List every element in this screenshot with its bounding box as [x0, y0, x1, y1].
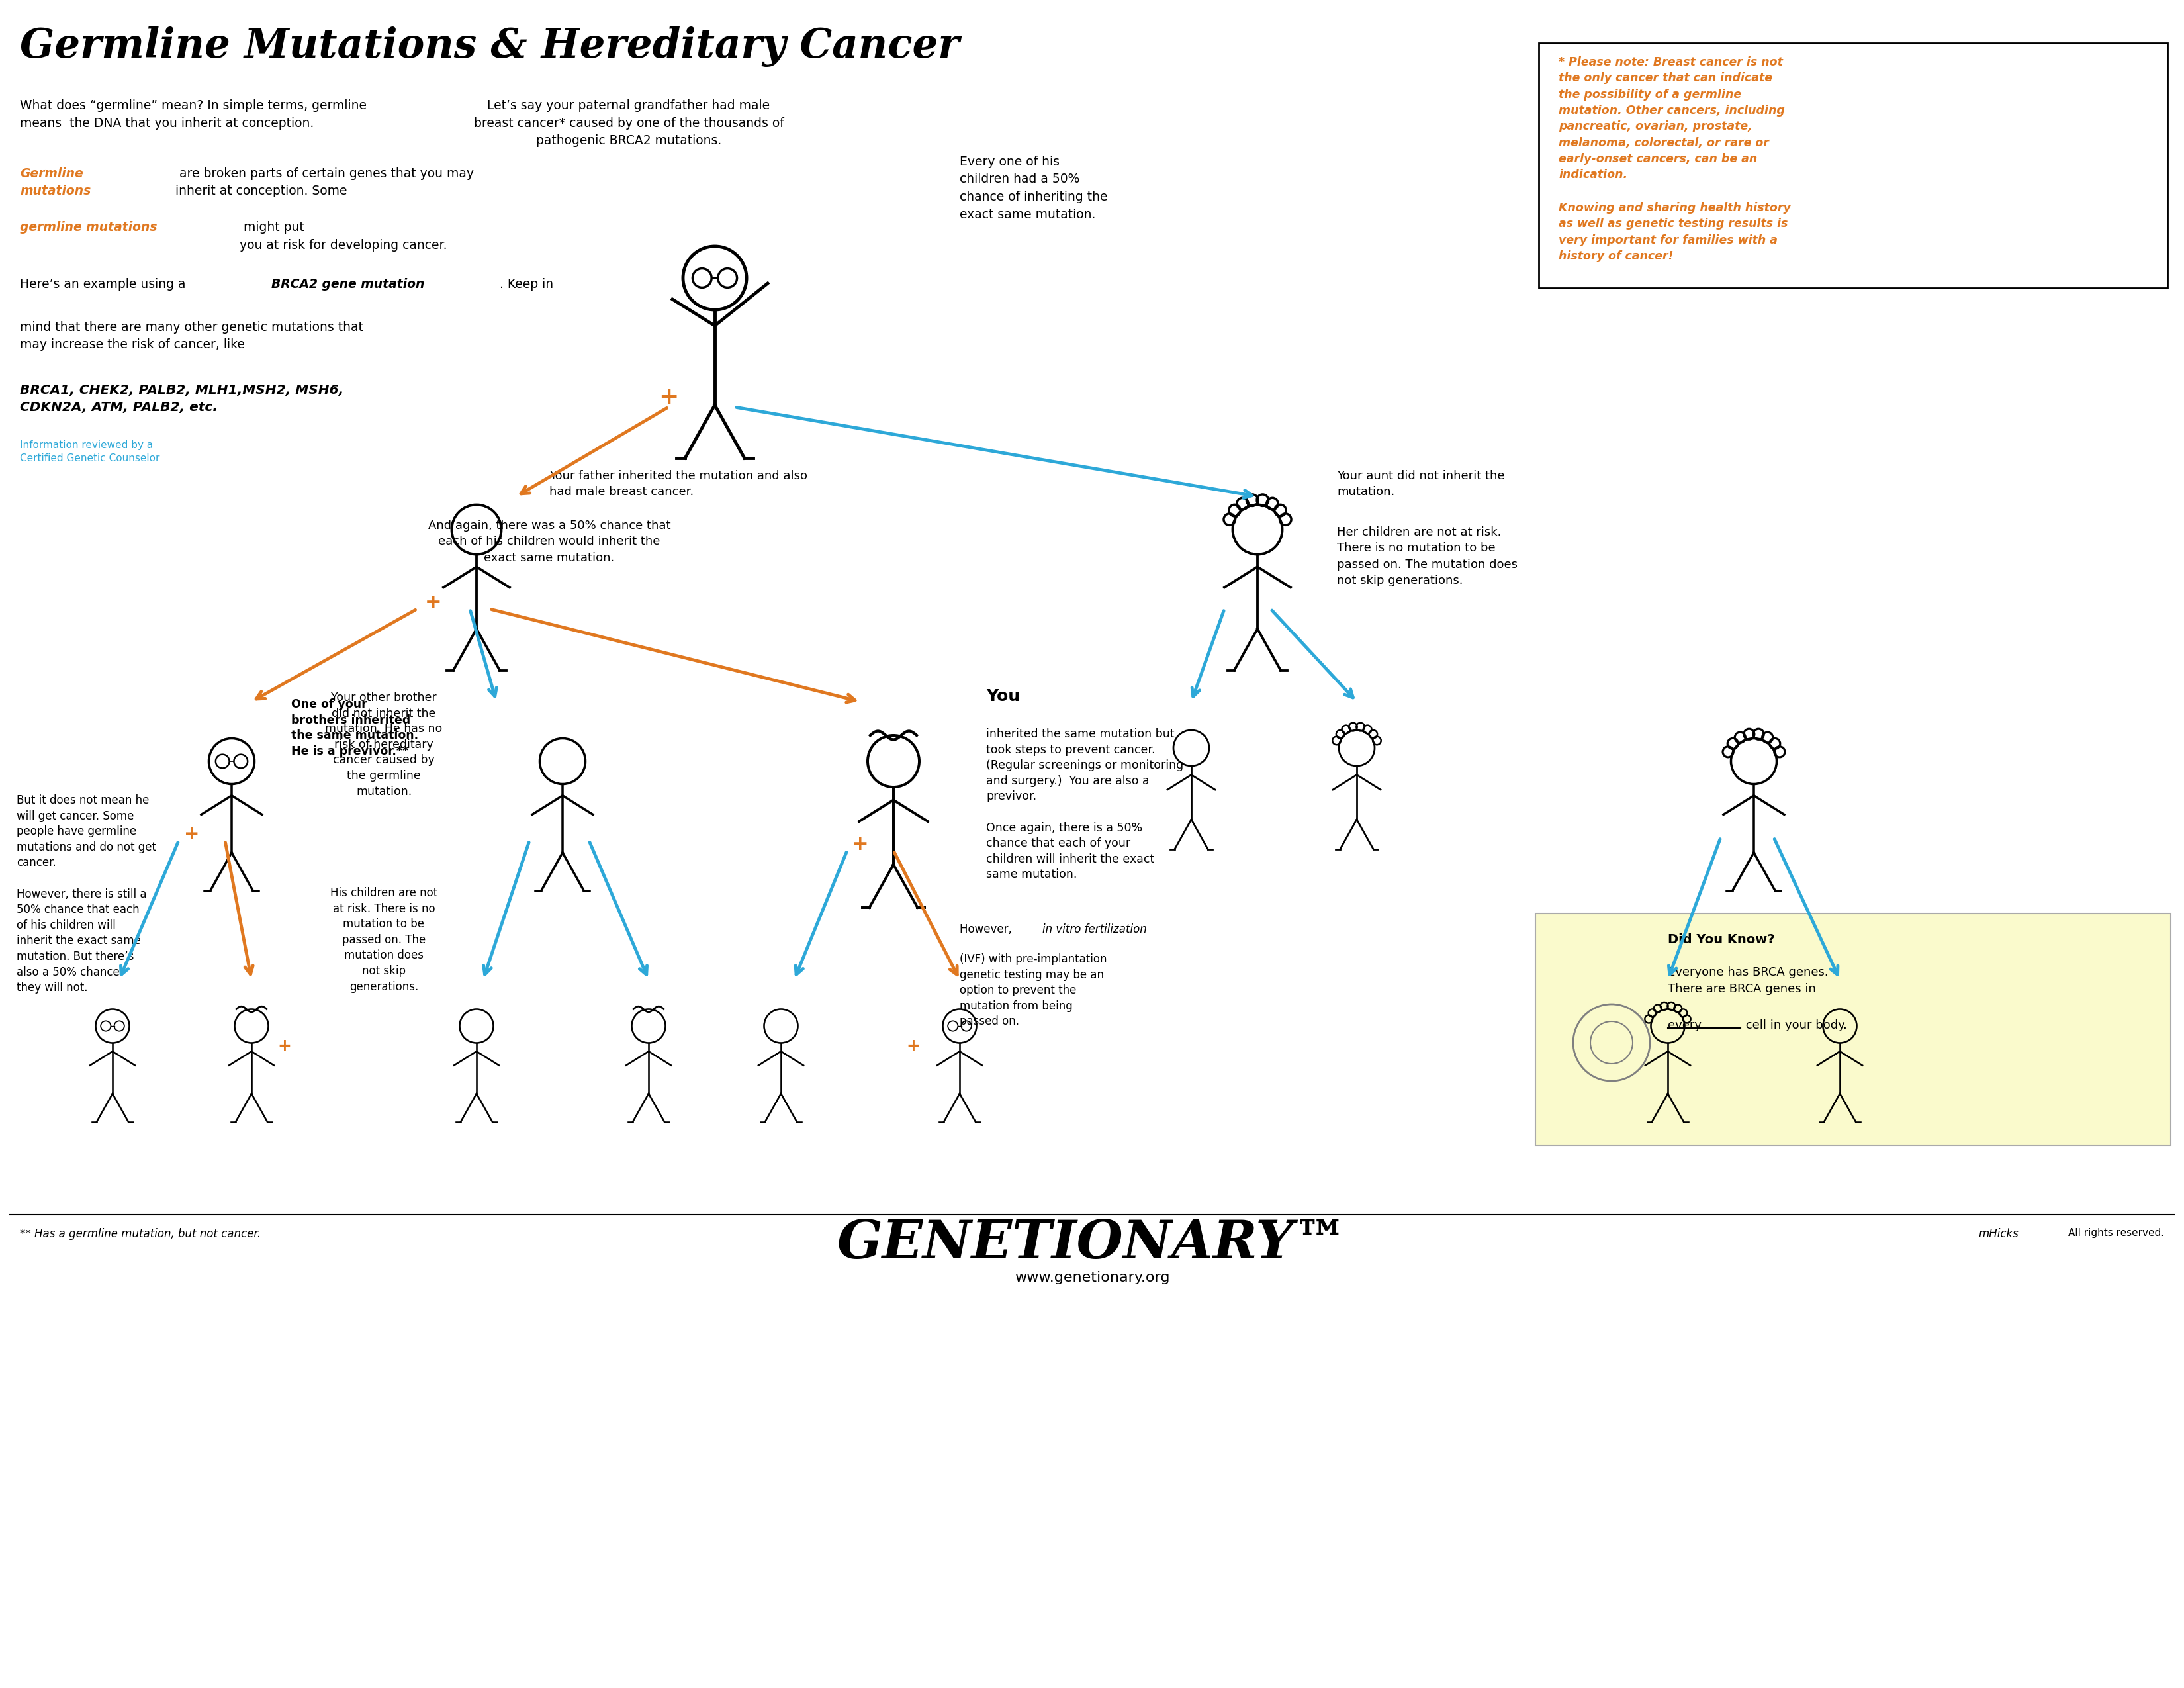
Text: mHicks: mHicks	[1979, 1227, 2018, 1241]
Text: Your other brother
did not inherit the
mutation. He has no
risk of hereditary
ca: Your other brother did not inherit the m…	[325, 692, 443, 797]
Text: cell in your body.: cell in your body.	[1743, 1020, 1848, 1031]
Text: Your aunt did not inherit the
mutation.: Your aunt did not inherit the mutation.	[1337, 469, 1505, 498]
Text: Knowing and sharing health history
as well as genetic testing results is
very im: Knowing and sharing health history as we…	[1559, 203, 1791, 262]
Text: every: every	[1669, 1020, 1701, 1031]
Text: . Keep in: . Keep in	[500, 279, 553, 290]
Text: Your father inherited the mutation and also
had male breast cancer.: Your father inherited the mutation and a…	[550, 469, 808, 498]
Text: are broken parts of certain genes that you may
inherit at conception. Some: are broken parts of certain genes that y…	[175, 167, 474, 197]
Text: might put
you at risk for developing cancer.: might put you at risk for developing can…	[240, 221, 448, 252]
Text: Her children are not at risk.
There is no mutation to be
passed on. The mutation: Her children are not at risk. There is n…	[1337, 527, 1518, 586]
Text: +: +	[277, 1038, 290, 1053]
Text: Every one of his
children had a 50%
chance of inheriting the
exact same mutation: Every one of his children had a 50% chan…	[959, 155, 1107, 221]
Text: BRCA2 gene mutation: BRCA2 gene mutation	[271, 279, 424, 290]
Text: Germline Mutations & Hereditary Cancer: Germline Mutations & Hereditary Cancer	[20, 27, 959, 68]
Text: His children are not
at risk. There is no
mutation to be
passed on. The
mutation: His children are not at risk. There is n…	[330, 886, 437, 993]
Text: All rights reserved.: All rights reserved.	[2068, 1227, 2164, 1237]
Text: +: +	[426, 592, 441, 613]
FancyBboxPatch shape	[1540, 42, 2167, 289]
Text: ** Has a germline mutation, but not cancer.: ** Has a germline mutation, but not canc…	[20, 1227, 260, 1241]
Text: What does “germline” mean? In simple terms, germline
means  the DNA that you inh: What does “germline” mean? In simple ter…	[20, 100, 367, 130]
Text: mind that there are many other genetic mutations that
may increase the risk of c: mind that there are many other genetic m…	[20, 321, 363, 351]
Text: +: +	[183, 825, 199, 844]
Text: +: +	[906, 1038, 919, 1053]
Text: +: +	[657, 387, 679, 408]
Text: Let’s say your paternal grandfather had male
breast cancer* caused by one of the: Let’s say your paternal grandfather had …	[474, 100, 784, 147]
Text: GENETIONARY™: GENETIONARY™	[836, 1219, 1348, 1269]
Text: But it does not mean he
will get cancer. Some
people have germline
mutations and: But it does not mean he will get cancer.…	[17, 795, 157, 994]
Text: And again, there was a 50% chance that
each of his children would inherit the
ex: And again, there was a 50% chance that e…	[428, 520, 670, 564]
Text: Did You Know?: Did You Know?	[1669, 933, 1776, 945]
Text: Germline
mutations: Germline mutations	[20, 167, 92, 197]
Text: You: You	[987, 689, 1020, 704]
Text: BRCA1, CHEK2, PALB2, MLH1,MSH2, MSH6,
CDKN2A, ATM, PALB2, etc.: BRCA1, CHEK2, PALB2, MLH1,MSH2, MSH6, CD…	[20, 383, 343, 414]
FancyBboxPatch shape	[1535, 913, 2171, 1144]
Text: www.genetionary.org: www.genetionary.org	[1013, 1271, 1171, 1285]
Text: Everyone has BRCA genes.
There are BRCA genes in: Everyone has BRCA genes. There are BRCA …	[1669, 967, 1828, 994]
Text: Here’s an example using a: Here’s an example using a	[20, 279, 190, 290]
Text: One of your
brothers inherited
the same mutation.
He is a previvor.**: One of your brothers inherited the same …	[290, 699, 419, 758]
Text: * Please note: Breast cancer is not
the only cancer that can indicate
the possib: * Please note: Breast cancer is not the …	[1559, 56, 1784, 181]
Text: inherited the same mutation but
took steps to prevent cancer.
(Regular screening: inherited the same mutation but took ste…	[987, 728, 1184, 881]
Text: However,: However,	[959, 923, 1016, 935]
Text: germline mutations: germline mutations	[20, 221, 157, 233]
Text: +: +	[852, 834, 869, 854]
Text: in vitro fertilization: in vitro fertilization	[1042, 923, 1147, 935]
Text: Information reviewed by a
Certified Genetic Counselor: Information reviewed by a Certified Gene…	[20, 441, 159, 463]
Text: (IVF) with pre-implantation
genetic testing may be an
option to prevent the
muta: (IVF) with pre-implantation genetic test…	[959, 954, 1107, 1028]
